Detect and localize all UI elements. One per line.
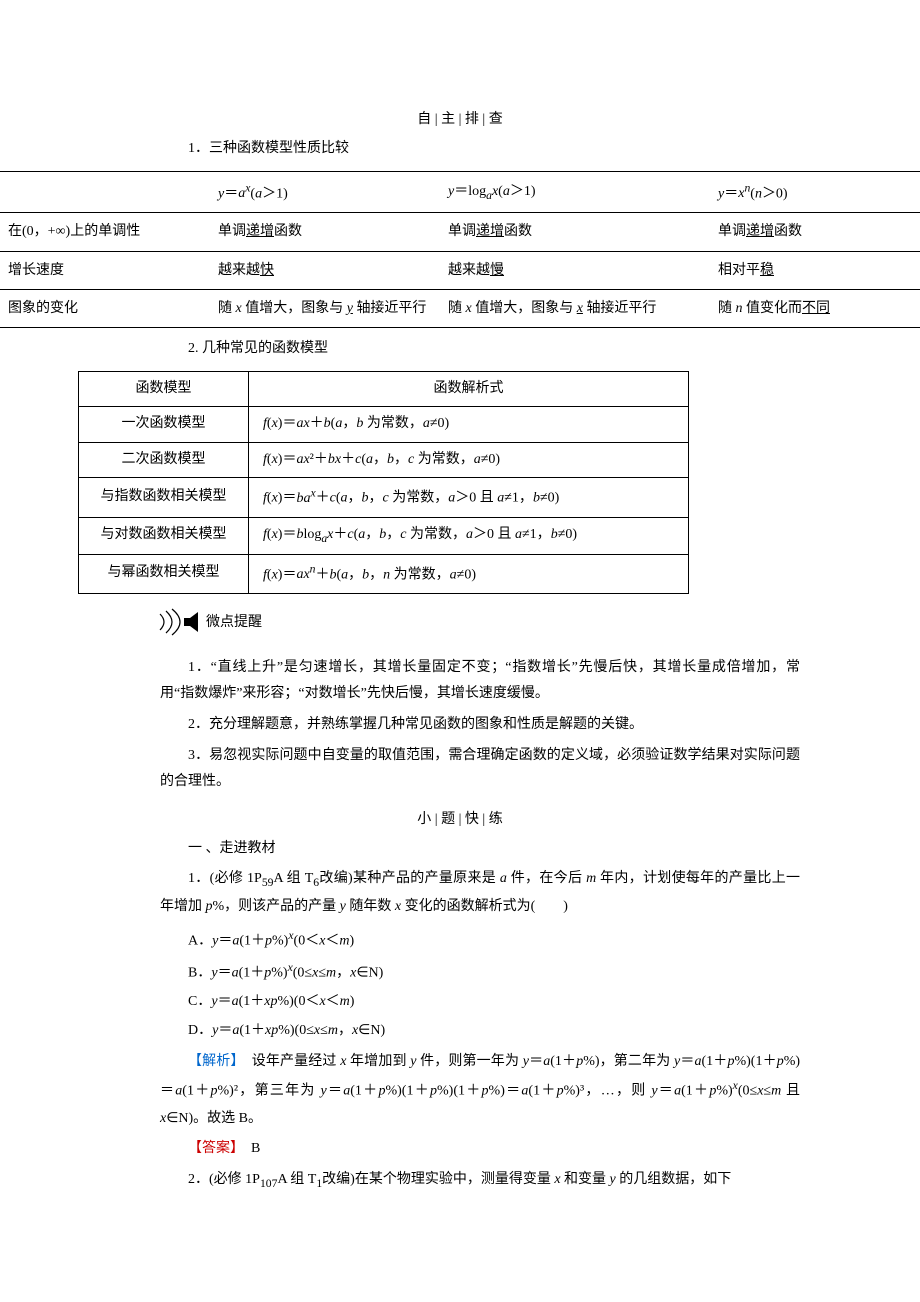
- model-table: 函数模型 函数解析式 一次函数模型 f(x)＝ax＋b(a，b 为常数，a≠0)…: [78, 371, 689, 594]
- model-name: 与指数函数相关模型: [79, 478, 249, 517]
- row-label: 在(0，+∞)上的单调性: [0, 213, 210, 251]
- table-row: 增长速度 越来越快 越来越慢 相对平稳: [0, 251, 920, 289]
- cell: 越来越慢: [440, 251, 710, 289]
- model-name: 二次函数模型: [79, 442, 249, 478]
- table-row: 与对数函数相关模型 f(x)＝blogax＋c(a，b，c 为常数，a＞0 且 …: [79, 517, 689, 554]
- table-row: y＝ax(a＞1) y＝logax(a＞1) y＝xn(n＞0): [0, 171, 920, 213]
- q1-answer: 【答案】 B: [0, 1136, 920, 1163]
- page-root: 自 | 主 | 排 | 查 1．三种函数模型性质比较 y＝ax(a＞1) y＝l…: [0, 0, 920, 1259]
- q1-opt-b: B．y＝a(1＋p%)x(0≤x≤m，x∈N): [0, 957, 920, 987]
- col-header-model: 函数模型: [79, 371, 249, 407]
- table-row: 与幂函数相关模型 f(x)＝axn＋b(a，b，n 为常数，a≠0): [79, 554, 689, 593]
- cell: 相对平稳: [710, 251, 920, 289]
- answer-value: B: [237, 1141, 260, 1156]
- cell: 随 x 值增大，图象与 y 轴接近平行: [210, 289, 440, 327]
- hint-label: 微点提醒: [206, 614, 262, 630]
- table-row: 在(0，+∞)上的单调性 单调递增函数 单调递增函数 单调递增函数: [0, 213, 920, 251]
- comparison-table: y＝ax(a＞1) y＝logax(a＞1) y＝xn(n＞0) 在(0，+∞)…: [0, 171, 920, 328]
- row-label: 增长速度: [0, 251, 210, 289]
- section2-heading: 2. 几种常见的函数模型: [0, 336, 920, 363]
- table-row: 图象的变化 随 x 值增大，图象与 y 轴接近平行 随 x 值增大，图象与 x …: [0, 289, 920, 327]
- q1-stem: 1．(必修 1P59A 组 T6改编)某种产品的产量原来是 a 件，在今后 m …: [0, 866, 920, 921]
- model-name: 与幂函数相关模型: [79, 554, 249, 593]
- q2-stem: 2．(必修 1P107A 组 T1改编)在某个物理实验中，测量得变量 x 和变量…: [0, 1167, 920, 1195]
- q1-opt-d: D．y＝a(1＋xp%)(0≤x≤m，x∈N): [0, 1018, 920, 1045]
- main-title: 自 | 主 | 排 | 查: [0, 108, 920, 128]
- table-row: 与指数函数相关模型 f(x)＝bax＋c(a，b，c 为常数，a＞0 且 a≠1…: [79, 478, 689, 517]
- cell: 单调递增函数: [710, 213, 920, 251]
- cell: 越来越快: [210, 251, 440, 289]
- cell: 单调递增函数: [440, 213, 710, 251]
- col-header-empty: [0, 171, 210, 213]
- table-row: 二次函数模型 f(x)＝ax²＋bx＋c(a，b，c 为常数，a≠0): [79, 442, 689, 478]
- col-header-log: y＝logax(a＞1): [440, 171, 710, 213]
- model-name: 一次函数模型: [79, 407, 249, 443]
- cell: 随 x 值增大，图象与 x 轴接近平行: [440, 289, 710, 327]
- table-row: 一次函数模型 f(x)＝ax＋b(a，b 为常数，a≠0): [79, 407, 689, 443]
- hint-icon-row: 微点提醒: [158, 608, 920, 641]
- practice-title: 小 | 题 | 快 | 练: [0, 808, 920, 828]
- q1-opt-c: C．y＝a(1＋xp%)(0＜x＜m): [0, 989, 920, 1016]
- row-label: 图象的变化: [0, 289, 210, 327]
- col-header-pow: y＝xn(n＞0): [710, 171, 920, 213]
- col-header-expr: 函数解析式: [249, 371, 689, 407]
- model-expr: f(x)＝blogax＋c(a，b，c 为常数，a＞0 且 a≠1，b≠0): [249, 517, 689, 554]
- section1-heading: 1．三种函数模型性质比较: [0, 136, 920, 163]
- table-row: 函数模型 函数解析式: [79, 371, 689, 407]
- analysis-label: 【解析】: [188, 1054, 238, 1069]
- model-expr: f(x)＝axn＋b(a，b，n 为常数，a≠0): [249, 554, 689, 593]
- model-expr: f(x)＝ax＋b(a，b 为常数，a≠0): [249, 407, 689, 443]
- practice-sub: 一 、走进教材: [0, 836, 920, 863]
- hint-item: 3．易忽视实际问题中自变量的取值范围，需合理确定函数的定义域，必须验证数学结果对…: [0, 743, 920, 796]
- model-expr: f(x)＝bax＋c(a，b，c 为常数，a＞0 且 a≠1，b≠0): [249, 478, 689, 517]
- col-header-exp: y＝ax(a＞1): [210, 171, 440, 213]
- hint-speaker-icon: 微点提醒: [158, 608, 268, 636]
- cell: 单调递增函数: [210, 213, 440, 251]
- answer-label: 【答案】: [188, 1141, 237, 1156]
- q1-opt-a: A．y＝a(1＋p%)x(0＜x＜m): [0, 925, 920, 955]
- model-name: 与对数函数相关模型: [79, 517, 249, 554]
- cell: 随 n 值变化而不同: [710, 289, 920, 327]
- q1-analysis: 【解析】 设年产量经过 x 年增加到 y 件，则第一年为 y＝a(1＋p%)，第…: [0, 1049, 920, 1132]
- hint-item: 1．“直线上升”是匀速增长，其增长量固定不变；“指数增长”先慢后快，其增长量成倍…: [0, 655, 920, 708]
- hint-item: 2．充分理解题意，并熟练掌握几种常见函数的图象和性质是解题的关键。: [0, 712, 920, 739]
- model-expr: f(x)＝ax²＋bx＋c(a，b，c 为常数，a≠0): [249, 442, 689, 478]
